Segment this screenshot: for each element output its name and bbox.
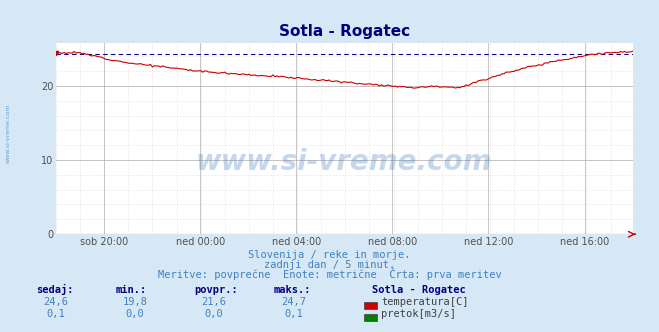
Text: min.:: min.:: [115, 285, 146, 295]
Text: 0,1: 0,1: [47, 309, 65, 319]
Text: www.si-vreme.com: www.si-vreme.com: [6, 103, 11, 163]
Text: www.si-vreme.com: www.si-vreme.com: [196, 147, 492, 176]
Text: 0,0: 0,0: [126, 309, 144, 319]
Text: 24,6: 24,6: [43, 297, 69, 307]
Text: 0,1: 0,1: [284, 309, 302, 319]
Text: maks.:: maks.:: [273, 285, 311, 295]
Text: pretok[m3/s]: pretok[m3/s]: [381, 309, 456, 319]
Text: 24,7: 24,7: [281, 297, 306, 307]
Text: Sotla - Rogatec: Sotla - Rogatec: [372, 285, 466, 295]
Text: 0,0: 0,0: [205, 309, 223, 319]
Text: povpr.:: povpr.:: [194, 285, 238, 295]
Text: temperatura[C]: temperatura[C]: [381, 297, 469, 307]
Text: sedaj:: sedaj:: [36, 284, 74, 295]
Title: Sotla - Rogatec: Sotla - Rogatec: [279, 24, 410, 39]
Text: Meritve: povprečne  Enote: metrične  Črta: prva meritev: Meritve: povprečne Enote: metrične Črta:…: [158, 268, 501, 280]
Text: Slovenija / reke in morje.: Slovenija / reke in morje.: [248, 250, 411, 260]
Text: 21,6: 21,6: [202, 297, 227, 307]
Text: zadnji dan / 5 minut.: zadnji dan / 5 minut.: [264, 260, 395, 270]
Text: 19,8: 19,8: [123, 297, 148, 307]
